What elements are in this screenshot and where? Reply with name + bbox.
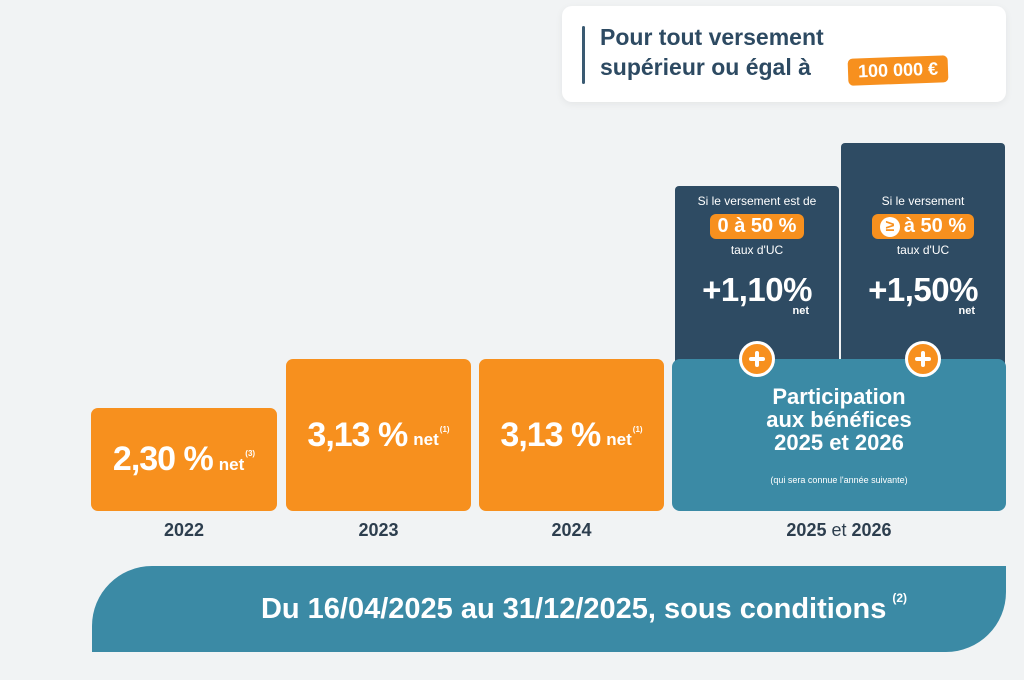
offer-period-text: Du 16/04/2025 au 31/12/2025, sous condit… [260,592,887,625]
rate-value: 3,13 % [500,415,601,454]
plus-icon [739,341,775,377]
year-b: 2026 [851,520,892,540]
panel-condition: Si le versement est de [697,194,817,208]
bonus-net-label: net [792,305,810,317]
rate-box-2022: 2,30 % net (3) [91,408,277,511]
bonus-rate: +1,50% [868,271,978,308]
participation-line-2: aux bénéfices [766,407,912,432]
uc-percent-badge: 0 à 50 % [709,214,805,239]
year-label-2023: 2023 [358,520,399,540]
badge-label: 0 à 50 % [717,215,797,237]
rate-box-2023: 3,13 % net (1) [286,359,471,511]
bonus-panel-50-plus: Si le versement ≥ à 50 % taux d'UC +1,50… [841,143,1005,366]
panel-condition: Si le versement [881,194,965,208]
threshold-callout: Pour tout versement supérieur ou égal à … [562,6,1006,102]
footnote-ref: (1) [439,424,450,434]
callout-line-1: Pour tout versement [600,24,824,50]
uc-label: taux d'UC [896,243,950,257]
rate-value: 3,13 % [307,415,408,454]
footnote-ref: (3) [245,449,256,458]
uc-percent-badge: ≥ à 50 % [871,214,975,239]
participation-title: Participation aux bénéfices 2025 et 2026 [672,385,1006,454]
year-connector: et [831,520,847,540]
callout-line-2: supérieur ou égal à [600,54,811,80]
footnote-ref: (1) [632,424,643,434]
year-label-2024: 2024 [551,520,592,540]
participation-note: (qui sera connue l'année suivante) [770,475,908,485]
participation-line-3: 2025 et 2026 [774,430,904,455]
callout-accent-bar [582,26,585,84]
net-label: net [606,430,632,449]
participation-box: Participation aux bénéfices 2025 et 2026… [672,359,1006,511]
badge-label: à 50 % [903,215,967,237]
participation-line-1: Participation [772,384,906,409]
amount-badge: 100 000 € [847,55,949,86]
offer-period-banner: Du 16/04/2025 au 31/12/2025, sous condit… [92,566,1006,652]
year-label-2025-2026: 2025 et 2026 [672,520,1006,541]
bonus-net-label: net [958,305,976,317]
net-label: net [413,430,439,449]
greater-or-equal-icon: ≥ [879,216,900,237]
footnote-ref: (2) [892,591,908,605]
plus-icon [905,341,941,377]
net-label: net [218,454,245,474]
uc-label: taux d'UC [730,243,784,257]
year-label-2022: 2022 [163,520,205,540]
rate-box-2024: 3,13 % net (1) [479,359,664,511]
rate-value: 2,30 % [112,440,214,478]
bonus-panel-0-50: Si le versement est de 0 à 50 % taux d'U… [675,186,839,366]
bonus-rate: +1,10% [702,271,812,308]
year-a: 2025 [786,520,827,540]
